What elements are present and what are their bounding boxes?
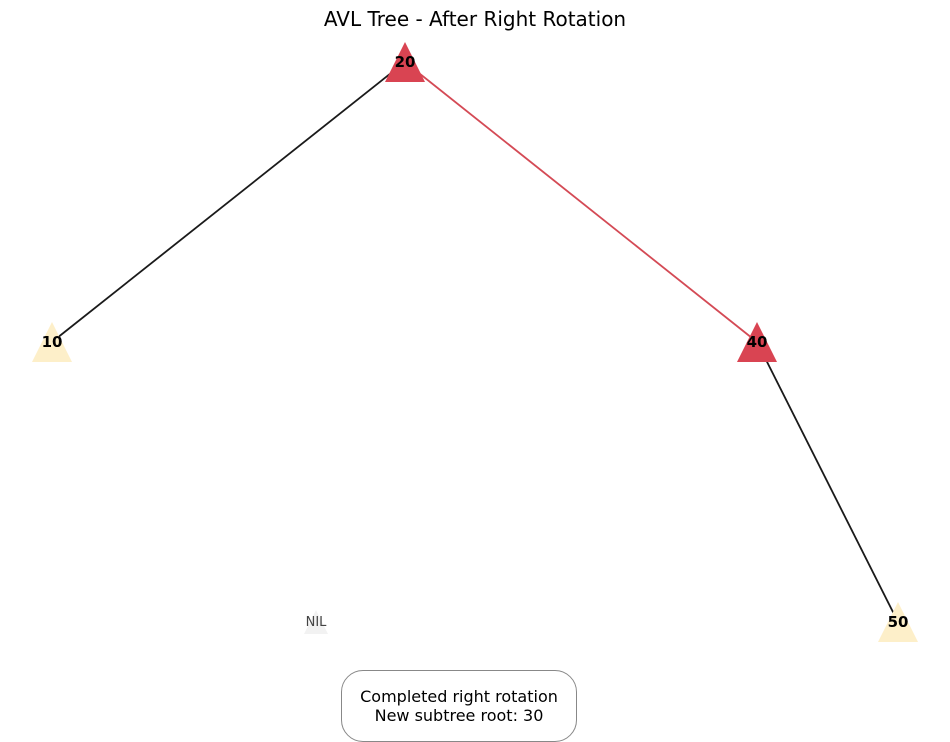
node-10: 10 — [32, 322, 72, 362]
node-50: 50 — [878, 602, 918, 642]
node-40-triangle — [737, 322, 777, 362]
node-10-label: 10 — [42, 333, 63, 351]
caption-line-1: Completed right rotation — [360, 687, 558, 706]
node-20-label: 20 — [395, 53, 416, 71]
node-20: 20 — [385, 42, 425, 82]
node-40-label: 40 — [747, 333, 768, 351]
node-10-triangle — [32, 322, 72, 362]
node-20-triangle — [385, 42, 425, 82]
diagram-title: AVL Tree - After Right Rotation — [324, 7, 626, 31]
caption-line-2: New subtree root: 30 — [374, 706, 544, 725]
status-caption: Completed right rotation New subtree roo… — [341, 670, 577, 742]
nil-node-label: NIL — [306, 615, 328, 630]
edge-40-50 — [756, 341, 899, 623]
node-50-triangle — [878, 602, 918, 642]
node-nil: NIL — [304, 610, 328, 634]
nil-node-triangle — [304, 610, 328, 634]
node-40: 40 — [737, 322, 777, 362]
edge-20-40 — [404, 61, 758, 343]
edge-20-10 — [51, 61, 406, 343]
node-50-label: 50 — [888, 613, 909, 631]
